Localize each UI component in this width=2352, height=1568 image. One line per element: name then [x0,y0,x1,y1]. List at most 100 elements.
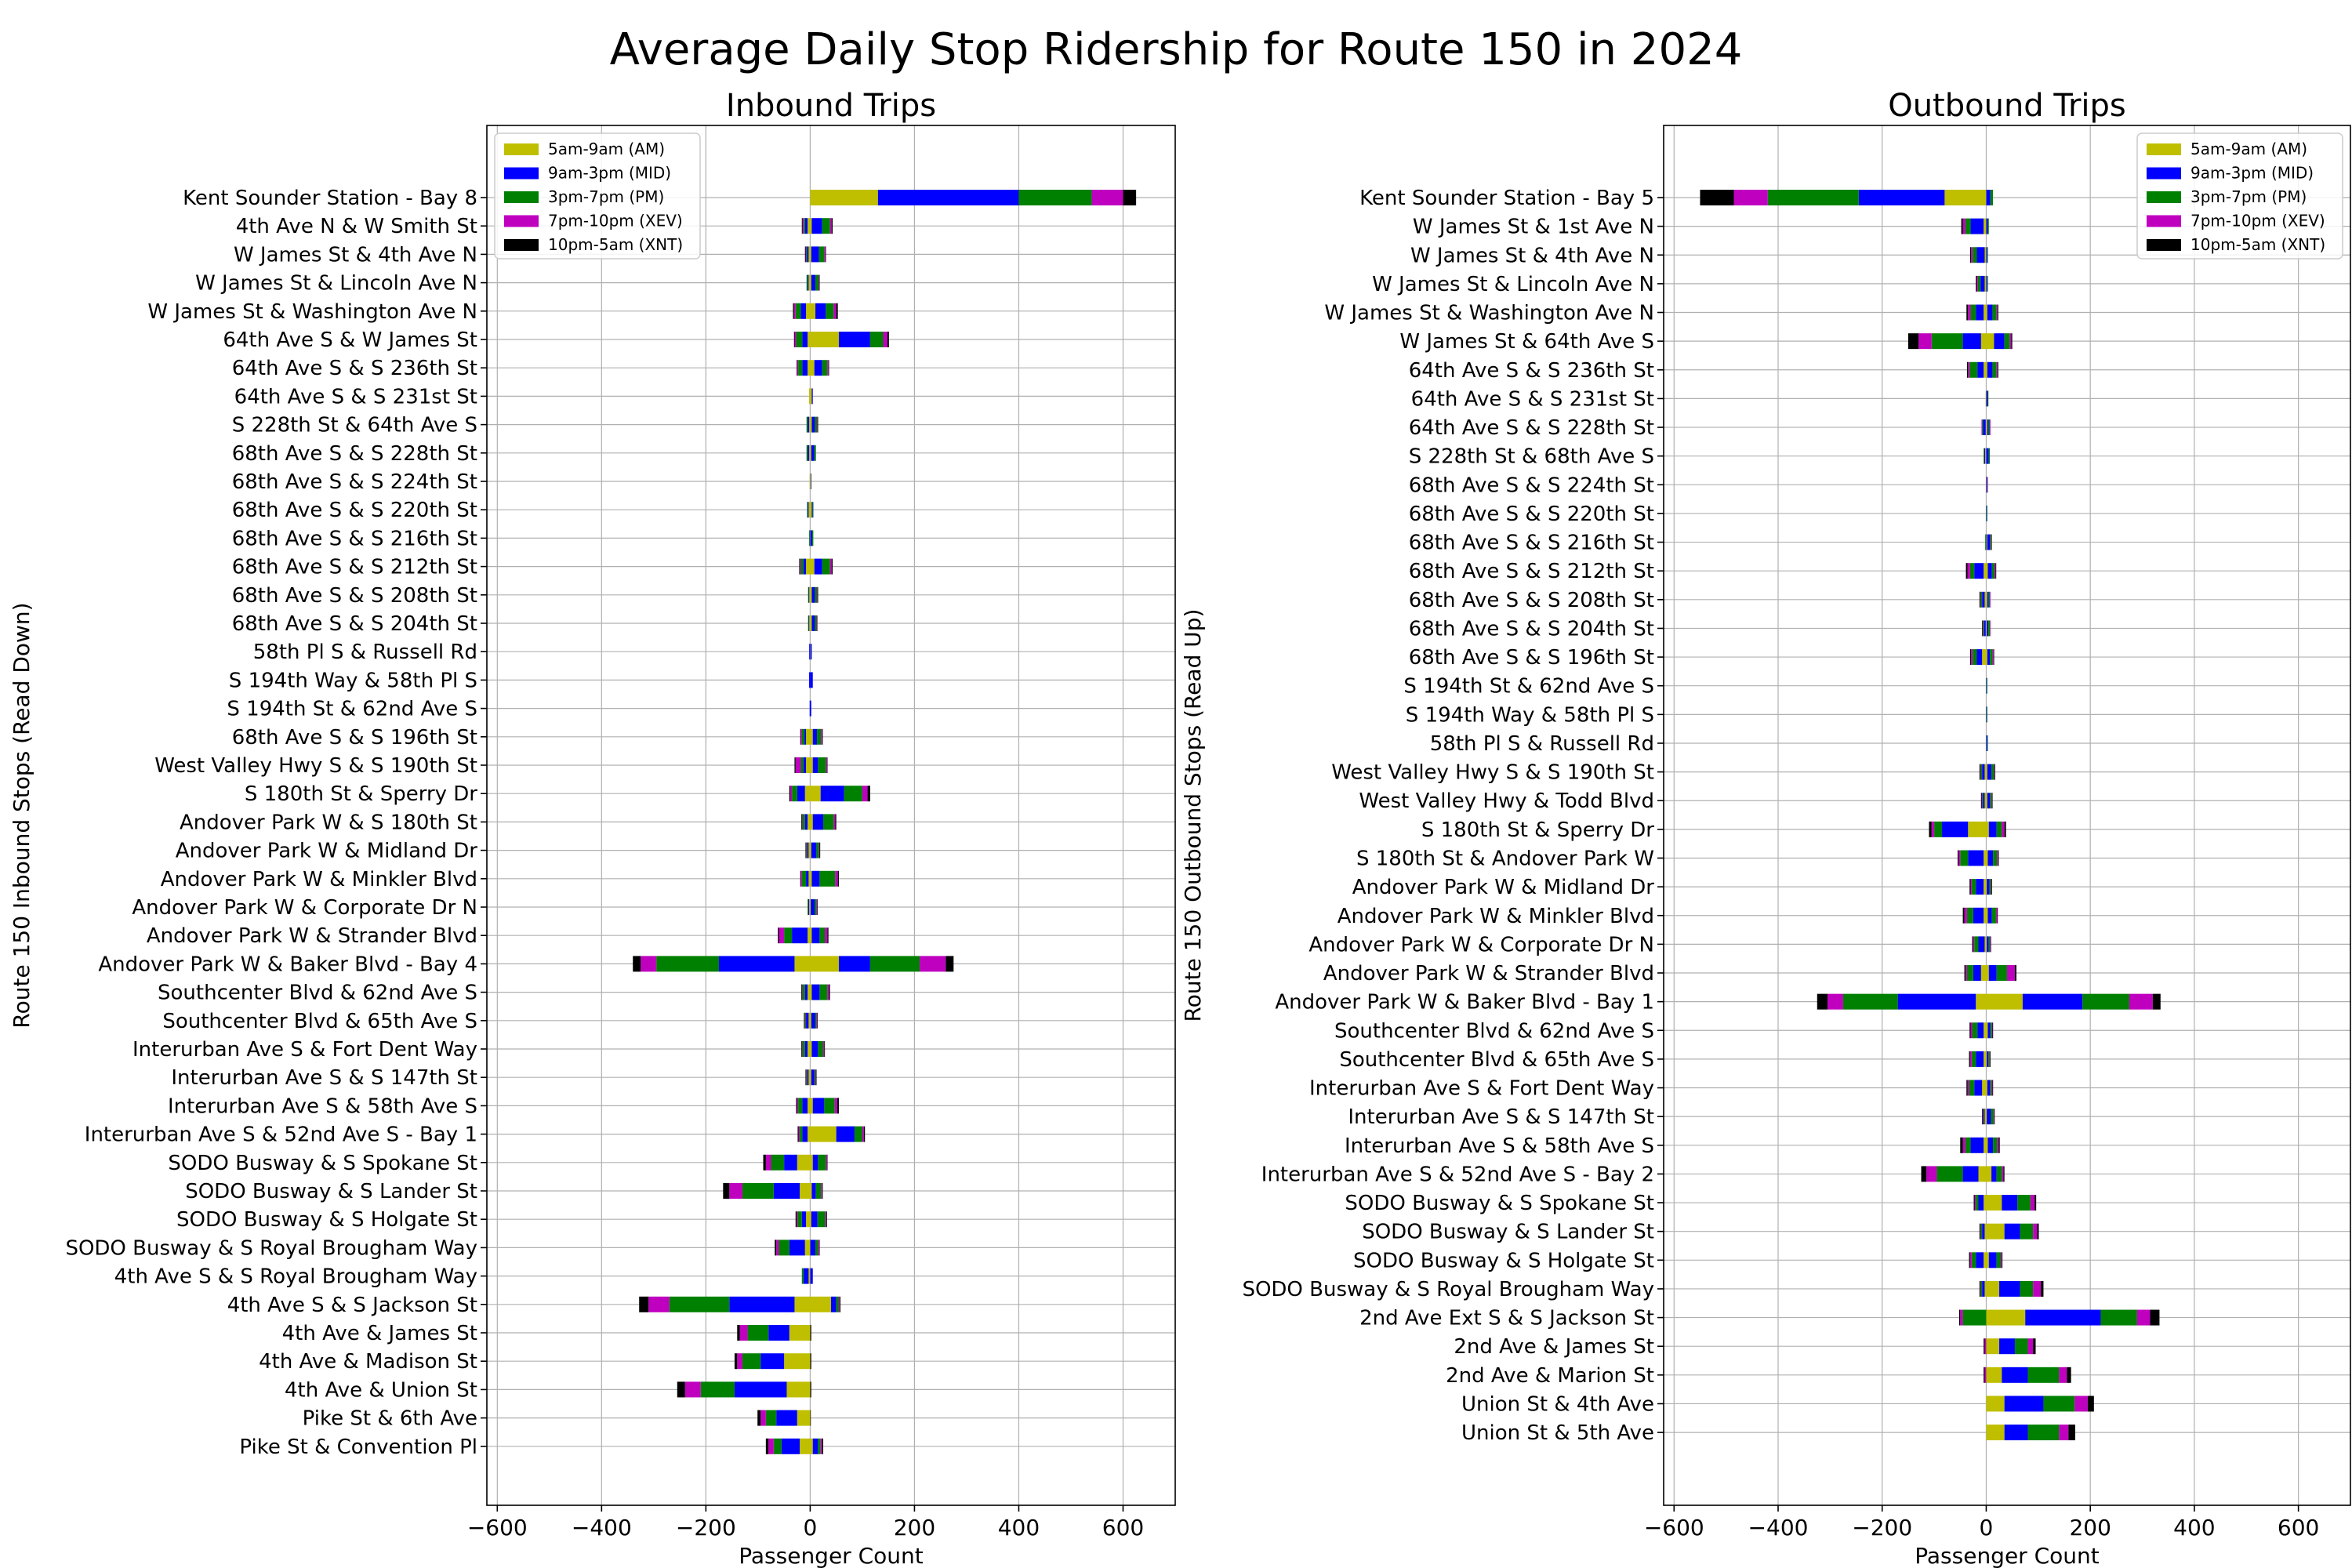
bar-alighting-mid [802,332,808,347]
bar-boarding-mid [810,700,811,717]
bar-alighting-mid [804,814,808,830]
bar-alighting-am [806,1211,811,1228]
bar-alighting-am [800,1438,811,1454]
bar-alighting-xev [648,1296,670,1312]
bar-alighting-am [786,1381,811,1398]
bar-boarding-xev [835,870,838,887]
bar-boarding-pm [2100,1309,2137,1326]
bar-alighting-mid [776,1410,797,1426]
bar-alighting-xnt [1907,333,1919,350]
y-tick-label: 4th Ave & Madison St [259,1350,477,1374]
bar-boarding-am [810,870,812,887]
bar-boarding-pm [1987,275,1988,292]
bar-alighting-pm [1973,649,1977,666]
bar-boarding-xev [827,360,829,376]
bar-boarding-am [810,1041,812,1057]
bar-boarding-am [810,728,813,745]
bar-boarding-pm [1993,1137,1998,1153]
bar-alighting-am [1984,936,1987,953]
bar-alighting-pm [1971,1051,1976,1067]
bar-alighting-mid [808,899,810,915]
bar-boarding-xnt [2037,1223,2039,1240]
bar-alighting-mid [808,416,810,433]
bar-boarding-mid [1987,1022,1991,1039]
bar-alighting-xnt [1700,190,1734,205]
bar-boarding-xnt [2011,333,2013,350]
bar-boarding-mid [1988,821,1997,837]
y-tick-label: 4th Ave S & S Jackson St [227,1294,477,1317]
bar-boarding-xev [833,303,837,319]
bar-boarding-pm [817,1211,826,1228]
bar-alighting-pm [1969,361,1978,378]
bar-boarding-pm [1989,879,1991,895]
bar-alighting-mid [1978,1195,1984,1211]
y-tick-label: Andover Park W & Baker Blvd - Bay 4 [98,953,477,976]
bar-boarding-xnt [824,1041,826,1057]
bar-alighting-am [808,1012,811,1029]
bar-alighting-xev [1976,275,1978,292]
y-tick-label: 64th Ave S & S 231st St [234,385,477,408]
bar-boarding-xev [1990,620,1991,637]
y-tick-label: 4th Ave & James St [282,1322,477,1345]
bar-boarding-xnt [1991,793,1993,809]
bar-alighting-mid [1942,821,1969,837]
y-tick-label: 68th Ave S & S 204th St [1409,617,1654,641]
bar-alighting-pm [806,274,808,291]
bar-boarding-pm [819,984,828,1000]
bar-alighting-pm [656,956,719,972]
bar-alighting-mid [1962,333,1981,350]
bar-boarding-xnt [1994,764,1995,780]
bar-alighting-am [1984,361,1987,378]
bar-boarding-mid [815,303,826,319]
bar-boarding-pm [816,842,819,858]
legend-label: 7pm-10pm (XEV) [2190,212,2325,230]
bar-boarding-xev [2033,1223,2038,1240]
legend-label: 5am-9am (AM) [548,140,665,158]
bar-boarding-am [1986,1223,2005,1240]
bar-alighting-am [808,1268,811,1284]
bar-boarding-mid [811,416,815,433]
bar-alighting-am [808,332,811,347]
bar-boarding-xev [862,1126,864,1142]
bar-alighting-am [808,246,811,263]
bar-boarding-xnt [863,1126,866,1142]
y-tick-label: Southcenter Blvd & 62nd Ave S [158,982,477,1005]
bar-boarding-pm [815,1183,822,1199]
bar-boarding-pm [1988,448,1991,464]
bar-alighting-xnt [723,1183,730,1199]
bar-alighting-xev [1958,850,1961,866]
bar-alighting-xev [765,1154,771,1171]
bar-alighting-mid [804,218,808,234]
y-tick-label: Southcenter Blvd & 62nd Ave S [1334,1019,1654,1043]
y-tick-label: 2nd Ave Ext S & S Jackson St [1359,1307,1654,1330]
y-axis: Kent Sounder Station - Bay 5 W James St &… [1180,187,1664,1445]
bar-alighting-xnt [1958,1309,1961,1326]
bar-boarding-mid [811,615,815,631]
bar-alighting-mid [1897,993,1976,1010]
bar-boarding-xnt [819,842,821,858]
bar-boarding-am [1986,1109,1987,1125]
bar-alighting-xev [1926,1166,1937,1182]
bar-boarding-xnt [822,1183,823,1199]
bar-alighting-mid [804,1041,808,1057]
bar-boarding-mid [2004,1396,2044,1412]
bar-boarding-mid [1999,1338,2015,1355]
y-tick-label: 64th Ave S & S 228th St [1409,416,1654,440]
bar-boarding-xnt [1990,1051,1991,1067]
bar-boarding-pm [815,274,819,291]
bar-boarding-mid [812,757,818,773]
bar-alighting-pm [700,1381,735,1398]
bar-boarding-xev [2007,965,2015,982]
bar-boarding-xev [1991,1022,1993,1039]
bar-boarding-xev [2002,1166,2004,1182]
bar-boarding-xev [2027,1338,2034,1355]
bar-alighting-mid [729,1296,795,1312]
bar-boarding-am [1986,879,1987,895]
bar-alighting-xev [797,360,799,376]
bar-alighting-xev [1970,1022,1973,1039]
bar-boarding-xnt [1998,850,1999,866]
bar-boarding-pm [1996,1166,2002,1182]
bar-boarding-am [810,1069,811,1086]
y-tick-label: Interurban Ave S & 52nd Ave S - Bay 1 [85,1123,477,1147]
bar-alighting-xnt [639,1296,649,1312]
